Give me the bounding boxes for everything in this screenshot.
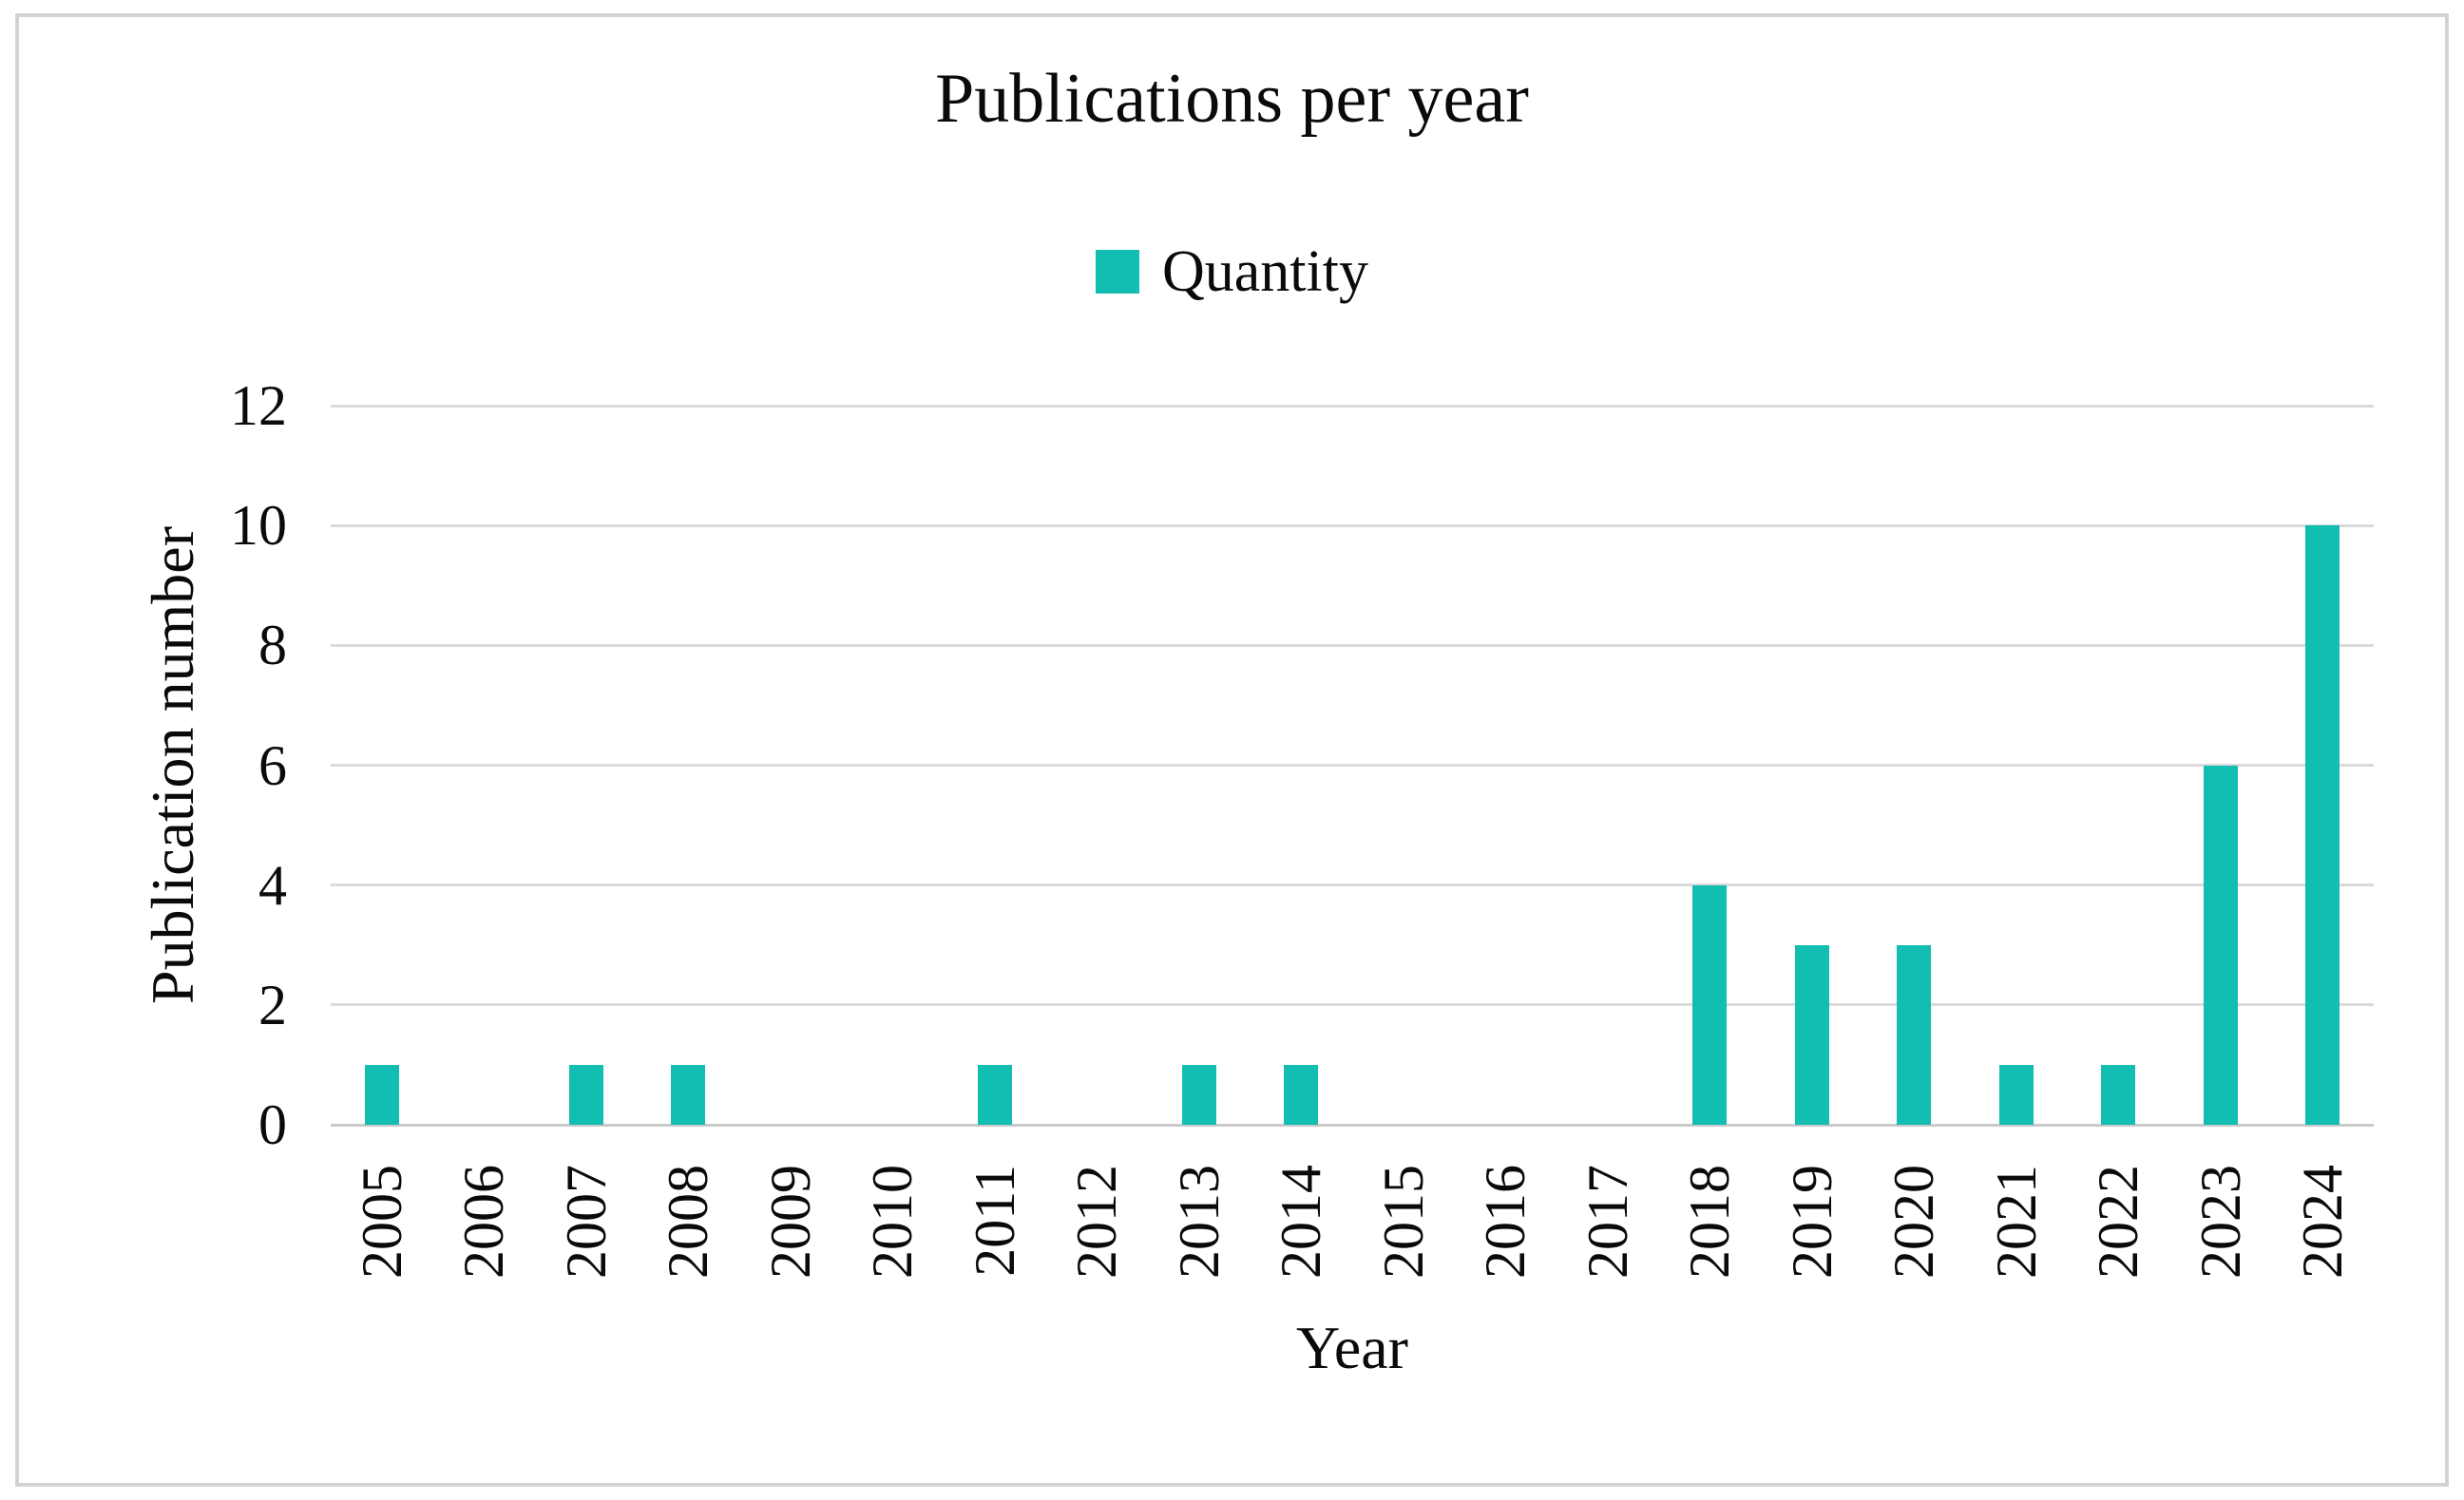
gridline-12	[331, 404, 2374, 408]
x-tick-2010: 2010	[861, 1165, 925, 1279]
x-tick-2011: 2011	[963, 1165, 1026, 1277]
x-tick-2023: 2023	[2188, 1165, 2252, 1279]
x-tick-2022: 2022	[2087, 1165, 2150, 1279]
x-tick-2016: 2016	[1474, 1165, 1538, 1279]
x-tick-2005: 2005	[350, 1165, 413, 1279]
x-tick-2008: 2008	[657, 1165, 720, 1279]
bar-2014	[1284, 1064, 1319, 1125]
x-axis-tick-labels: 2005 2006 2007 2008 2009 2010 2011 2012 2013 2014…	[331, 1125, 2374, 1343]
x-tick-2007: 2007	[554, 1165, 618, 1279]
gridline-8	[331, 643, 2374, 647]
x-tick-2006: 2006	[452, 1165, 516, 1279]
x-axis-title: Year	[1296, 1314, 1408, 1381]
legend-label-quantity: Quantity	[1162, 239, 1368, 304]
bar-2024	[2305, 525, 2340, 1125]
x-tick-2009: 2009	[758, 1165, 822, 1279]
x-tick-2014: 2014	[1270, 1165, 1333, 1279]
gridline-10	[331, 523, 2374, 527]
y-tick-2: 2	[258, 973, 287, 1036]
bar-2013	[1181, 1064, 1216, 1125]
gridline-6	[331, 764, 2374, 767]
bar-2011	[977, 1064, 1012, 1125]
x-tick-2024: 2024	[2291, 1165, 2355, 1279]
x-tick-2019: 2019	[1780, 1165, 1843, 1279]
figure-frame: Publications per year Quantity Publicati…	[15, 13, 2449, 1487]
y-tick-10: 10	[230, 494, 287, 558]
bar-2007	[568, 1064, 603, 1125]
y-tick-4: 4	[258, 853, 287, 917]
y-axis-tick-labels: 0 2 4 6 8 10 12	[19, 377, 331, 1153]
bar-2019	[1794, 944, 1829, 1125]
x-tick-2015: 2015	[1371, 1165, 1435, 1279]
bar-2020	[1897, 944, 1932, 1125]
legend-swatch-quantity	[1096, 250, 1139, 294]
x-tick-2017: 2017	[1576, 1165, 1639, 1279]
gridline-4	[331, 883, 2374, 887]
x-tick-2021: 2021	[1984, 1165, 2048, 1279]
chart-title: Publications per year	[935, 60, 1529, 138]
y-tick-6: 6	[258, 733, 287, 797]
bar-2005	[364, 1064, 399, 1125]
x-tick-2018: 2018	[1678, 1165, 1742, 1279]
gridline-2	[331, 1003, 2374, 1007]
x-tick-2012: 2012	[1065, 1165, 1129, 1279]
x-tick-2020: 2020	[1882, 1165, 1946, 1279]
bar-2021	[1998, 1064, 2034, 1125]
y-tick-8: 8	[258, 614, 287, 677]
x-tick-2013: 2013	[1167, 1165, 1231, 1279]
gridline-0	[331, 1123, 2374, 1127]
y-tick-12: 12	[230, 374, 287, 437]
y-tick-0: 0	[258, 1093, 287, 1156]
bar-2023	[2203, 765, 2238, 1125]
bar-2008	[671, 1064, 706, 1125]
legend: Quantity	[19, 239, 2445, 304]
bar-2022	[2101, 1064, 2136, 1125]
plot-area	[331, 404, 2374, 1127]
bar-2018	[1692, 884, 1728, 1125]
